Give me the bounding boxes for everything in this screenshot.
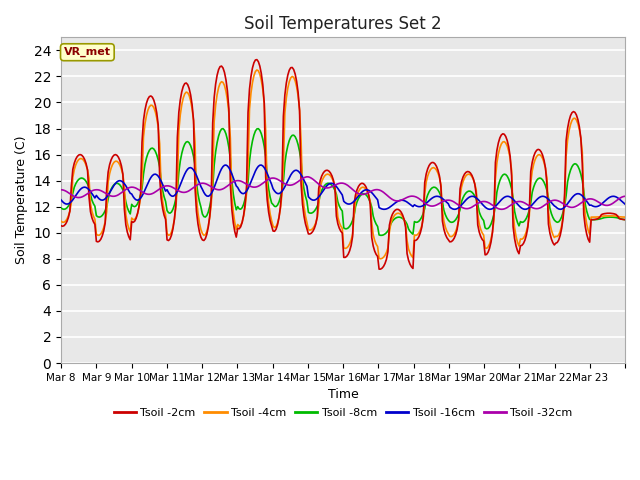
Text: VR_met: VR_met — [64, 47, 111, 58]
X-axis label: Time: Time — [328, 388, 358, 401]
Legend: Tsoil -2cm, Tsoil -4cm, Tsoil -8cm, Tsoil -16cm, Tsoil -32cm: Tsoil -2cm, Tsoil -4cm, Tsoil -8cm, Tsoi… — [109, 404, 577, 422]
Title: Soil Temperatures Set 2: Soil Temperatures Set 2 — [244, 15, 442, 33]
Y-axis label: Soil Temperature (C): Soil Temperature (C) — [15, 136, 28, 264]
